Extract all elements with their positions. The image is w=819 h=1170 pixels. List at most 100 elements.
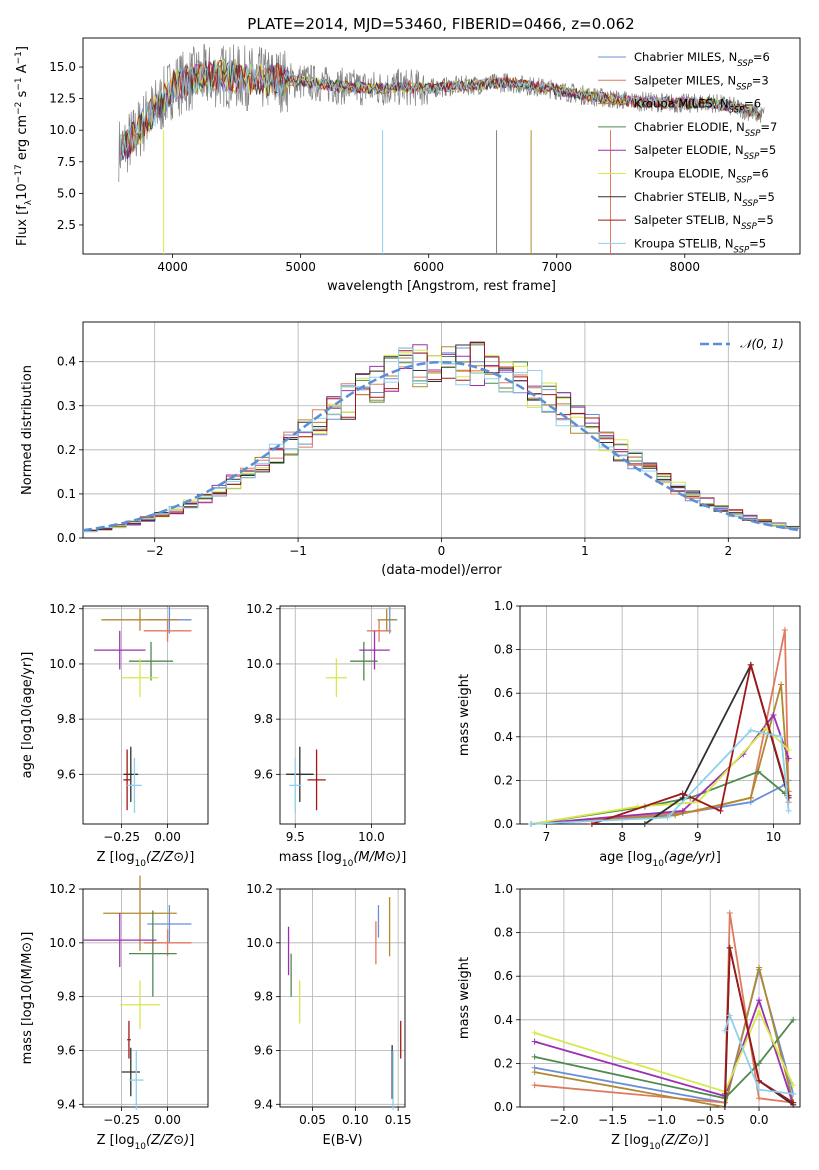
spectrum-ylabel: Flux [fλ10−17 erg cm−2 s−1 A−1] [14, 46, 34, 246]
legend-tail-3: =7 [760, 120, 777, 134]
weight_vs_age-ytick-label-2: 0.4 [494, 730, 513, 744]
age_vs_Z-ylabel: age [log10(age/yr)] [20, 652, 35, 779]
weight_vs_Z-axes: −2.0 −1.5 −1.0 −0.5 0.0 0.0 0.2 0.4 0.6 0.8 1.0 [494, 882, 801, 1127]
weight_vs_age-xtick-label-2: 9 [694, 830, 702, 844]
legend-tail-1: =3 [752, 73, 769, 87]
residuals-xtick-label-0: −2 [146, 544, 164, 558]
mass_vs_Z-frame [82, 888, 209, 1108]
residuals-hist-6 [83, 342, 800, 531]
age_vs_Z-xlabel-c: ] [189, 850, 194, 865]
mass_vs_Z-xlabel-c: ] [189, 1133, 194, 1148]
spectrum-ytick-label-0: 2.5 [57, 218, 76, 232]
weight_vs_age-xtick-label-1: 8 [618, 830, 626, 844]
legend-tail-5: =6 [752, 167, 769, 181]
mass_vs_Z-ytick-label-4: 10.2 [49, 882, 76, 896]
weight_vs_age-ytick-label-0: 0.0 [494, 817, 513, 831]
residuals-legend-label: 𝒩(0, 1) [740, 337, 784, 351]
weight_vs_Z-xlabel-c: ] [704, 1133, 709, 1148]
residuals-hist-7 [83, 341, 800, 532]
residuals-xtick-label-3: 1 [581, 544, 589, 558]
weight_vs_Z-series-2 [534, 967, 795, 1109]
age_vs_mass-xlabel-a: mass [log [279, 850, 342, 865]
weight_vs_age-frame [519, 605, 801, 825]
mass_vs_ebv-ytick-label-4: 10.2 [246, 882, 273, 896]
legend-sub-2: SSP [729, 106, 745, 116]
age_vs_mass-axes: 9.5 10.0 9.6 9.8 10.0 10.2 [246, 602, 406, 844]
spectrum-xtick-label-0: 4000 [157, 260, 188, 274]
spectrum-ylabel-part-0: Flux [f [15, 205, 30, 246]
spectrum-xlabel: wavelength [Angstrom, rest frame] [327, 279, 556, 294]
weight_vs_age-series-1 [531, 629, 790, 825]
age_vs_Z-ytick-label-2: 10.0 [49, 657, 76, 671]
mass_vs_ebv-ytick-label-2: 9.8 [254, 990, 273, 1004]
mass_vs_ebv-axes: 0.05 0.10 0.15 9.4 9.6 9.8 10.0 10.2 [246, 882, 411, 1127]
weight_vs_Z-xlabel-sub: 10 [649, 1142, 661, 1152]
legend-label-1: Salpeter MILES, NSSP=3 [634, 73, 769, 92]
legend-tail-7: =5 [757, 213, 774, 227]
spectrum-ylabel-part-10: ] [15, 46, 30, 51]
age_vs_Z-xlabel-a: Z [log [97, 850, 135, 865]
legend-tail-4: =5 [759, 143, 776, 157]
legend-label-0: Chabrier MILES, NSSP=6 [634, 50, 770, 69]
weight_vs_age-xlabel-a: age [log [599, 850, 652, 865]
spectrum-ylabel-part-4: erg cm [15, 115, 30, 164]
legend-sub-5: SSP [736, 176, 752, 186]
legend-label-6: Chabrier STELIB, NSSP=5 [634, 190, 775, 209]
age_vs_mass-xlabel-b: (M/M⊙) [353, 850, 401, 865]
residuals-xlabel: (data-model)/error [381, 563, 502, 578]
spectrum-ytick-label-4: 12.5 [49, 92, 76, 106]
weight_vs_Z-ylabel: mass weight [457, 957, 472, 1039]
spectrum-ylabel-part-7: −1 [14, 77, 24, 90]
residuals-ytick-label-4: 0.4 [57, 355, 76, 369]
weight_vs_age-ytick-label-3: 0.6 [494, 686, 513, 700]
legend-name-1: Salpeter MILES, N [634, 73, 736, 87]
legend-tail-2: =6 [744, 97, 761, 111]
legend-sub-6: SSP [742, 199, 758, 209]
mass_vs_ebv-frame [279, 888, 406, 1108]
weight_vs_Z-xtick-label-4: 0.0 [749, 1113, 768, 1127]
weight_vs_Z-ytick-label-0: 0.0 [494, 1100, 513, 1114]
spectrum-ytick-label-2: 7.5 [57, 155, 76, 169]
spectrum-ylabel-part-1: λ [24, 199, 34, 205]
spectrum-ylabel-part-5: −2 [14, 102, 24, 115]
spectrum-ylabel-part-9: −1 [14, 51, 24, 64]
spectrum-ylabel-part-3: −17 [14, 164, 24, 183]
residuals-hist [83, 341, 800, 533]
age_vs_mass-ytick-label-2: 10.0 [246, 657, 273, 671]
legend-sub-1: SSP [736, 82, 752, 92]
residuals-ytick-label-1: 0.1 [57, 487, 76, 501]
mass_vs_Z-ytick-label-2: 9.8 [57, 990, 76, 1004]
weight_vs_Z-series-8 [724, 1012, 794, 1095]
weight_vs_Z-series-5 [534, 1008, 795, 1093]
weight_vs_age-series-5 [531, 726, 790, 825]
legend-label-7: Salpeter STELIB, NSSP=5 [634, 213, 774, 232]
legend-sub-7: SSP [741, 222, 757, 232]
age_vs_mass-ytick-label-3: 10.2 [246, 602, 273, 616]
mass_vs_ebv-xtick-label-2: 0.15 [385, 1113, 412, 1127]
residuals-xtick-label-4: 2 [724, 544, 732, 558]
legend-label-3: Chabrier ELODIE, NSSP=7 [634, 120, 777, 139]
mass_vs_Z-xlabel-b: (Z/Z⊙) [146, 1133, 189, 1148]
legend-tail-8: =5 [749, 236, 766, 250]
spectrum-ylabel-part-8: A [15, 64, 30, 77]
mass_vs_Z-ytick-label-3: 10.0 [49, 936, 76, 950]
spectrum-lines [118, 43, 765, 254]
age_vs_Z-ytick-label-3: 10.2 [49, 602, 76, 616]
weight_vs_Z-lines [531, 909, 797, 1110]
legend-name-6: Chabrier STELIB, N [634, 190, 742, 204]
weight_vs_age-xlabel-c: ] [716, 850, 721, 865]
legend-name-4: Salpeter ELODIE, N [634, 143, 744, 157]
mass_vs_ebv-xtick-label-0: 0.05 [299, 1113, 326, 1127]
weight_vs_Z-xtick-label-0: −2.0 [549, 1113, 578, 1127]
weight_vs_age-xtick-label-0: 7 [543, 830, 551, 844]
residuals-xtick-label-2: 0 [438, 544, 446, 558]
legend-sub-0: SSP [737, 59, 753, 69]
legend-label-4: Salpeter ELODIE, NSSP=5 [634, 143, 776, 162]
legend-label-2: Kroupa MILES, NSSP=6 [634, 97, 761, 116]
spectrum-ytick-label-3: 10.0 [49, 123, 76, 137]
age_vs_mass-xtick-label-1: 10.0 [358, 830, 385, 844]
weight_vs_Z-ytick-label-4: 0.8 [494, 926, 513, 940]
age_vs_mass-points [286, 606, 398, 813]
age_vs_mass-ytick-label-1: 9.8 [254, 712, 273, 726]
